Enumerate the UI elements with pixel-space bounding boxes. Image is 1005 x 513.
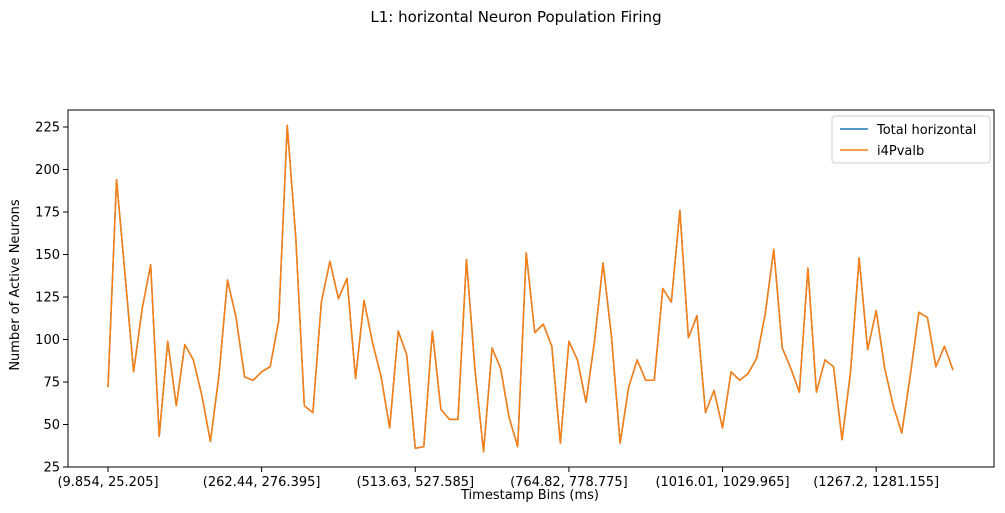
y-tick-label: 75 <box>43 376 60 391</box>
y-axis: 25 50 75 100 125 150 175 200 225 <box>35 121 68 476</box>
chart-title: L1: horizontal Neuron Population Firing <box>370 8 661 26</box>
x-axis-label: Timestamp Bins (ms) <box>460 488 599 503</box>
y-tick-label: 150 <box>35 248 60 263</box>
x-tick-label: (764.82, 778.775] <box>510 475 628 490</box>
series-layer <box>107 124 954 453</box>
y-tick-label: 225 <box>35 121 60 136</box>
y-axis-label: Number of Active Neurons <box>8 199 23 371</box>
legend: Total horizontal i4Pvalb <box>831 115 991 164</box>
plot-frame <box>67 109 995 468</box>
x-tick-label: (513.63, 527.585] <box>356 475 474 490</box>
y-tick-label: 175 <box>35 206 60 221</box>
y-tick-label: 200 <box>35 163 60 178</box>
legend-box <box>831 115 991 164</box>
x-tick-label: (9.854, 25.205] <box>57 475 158 490</box>
y-tick-label: 125 <box>35 291 60 306</box>
y-tick-label: 50 <box>43 418 60 433</box>
x-tick-label: (1016.01, 1029.965] <box>655 475 789 490</box>
y-tick-label: 100 <box>35 333 60 348</box>
x-tick-label: (262.44, 276.395] <box>203 475 321 490</box>
x-tick-label: (1267.2, 1281.155] <box>813 475 939 490</box>
legend-label-total-horizontal: Total horizontal <box>876 123 976 138</box>
legend-label-i4pvalb: i4Pvalb <box>877 144 924 159</box>
y-tick-label: 25 <box>43 461 60 476</box>
series-line-i4pvalb <box>107 124 954 453</box>
x-axis: (9.854, 25.205] (262.44, 276.395] (513.63,… <box>57 467 939 490</box>
